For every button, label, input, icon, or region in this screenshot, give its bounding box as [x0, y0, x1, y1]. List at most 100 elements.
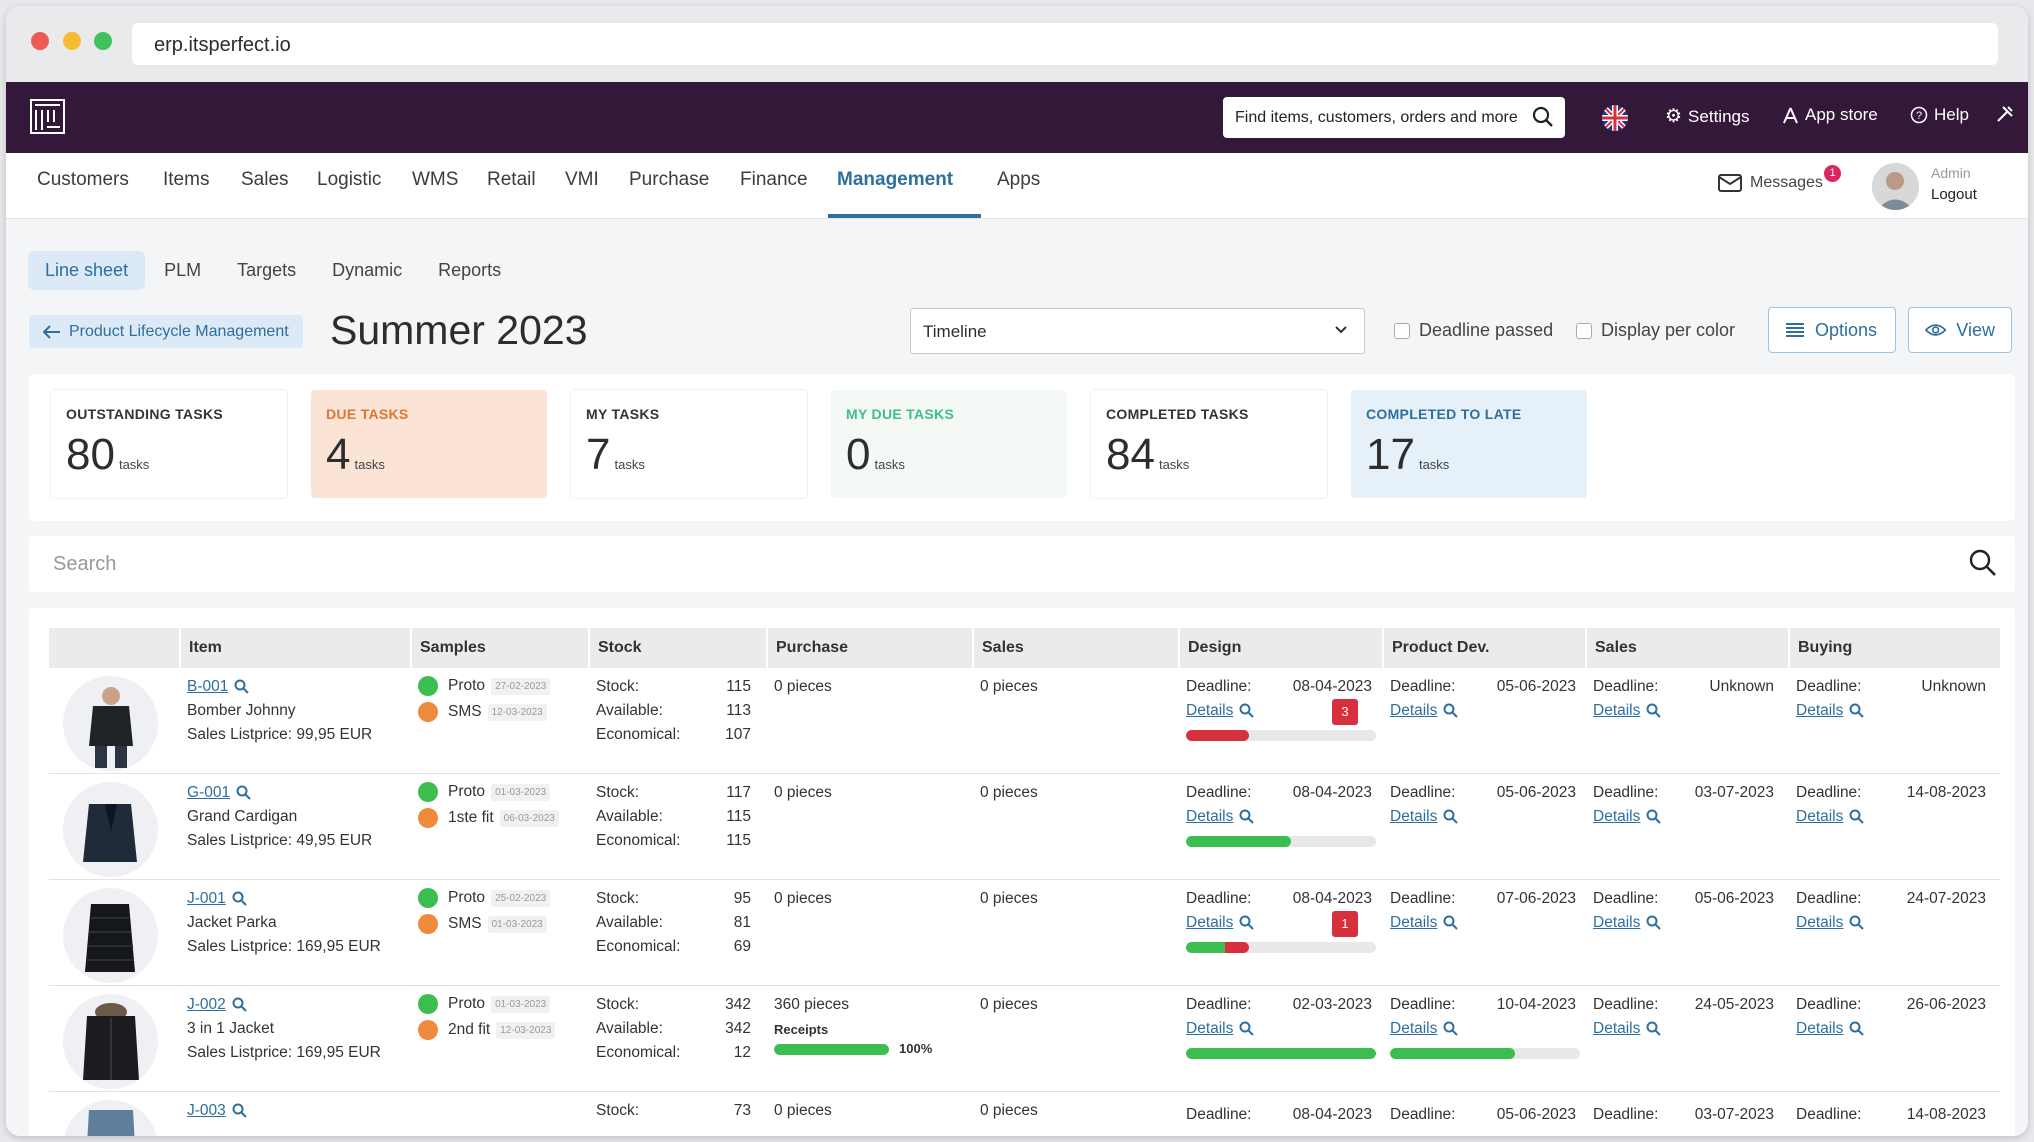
- search-icon[interactable]: [1646, 703, 1662, 719]
- address-bar[interactable]: erp.itsperfect.io: [132, 23, 1998, 65]
- messages-button[interactable]: Messages 1: [1718, 165, 1841, 193]
- search-icon[interactable]: [1443, 915, 1459, 931]
- nav-finance[interactable]: Finance: [740, 169, 808, 190]
- details-link[interactable]: Details: [1593, 702, 1641, 719]
- subtab-line-sheet[interactable]: Line sheet: [28, 251, 146, 290]
- minimize-window-button[interactable]: [63, 32, 81, 50]
- col-item[interactable]: Item: [179, 628, 410, 668]
- details-link[interactable]: Details: [1186, 808, 1234, 825]
- search-icon[interactable]: [1239, 915, 1255, 931]
- tools-icon[interactable]: [1996, 105, 2014, 123]
- details-link[interactable]: Details: [1796, 808, 1844, 825]
- help-link[interactable]: ? Help: [1910, 105, 1969, 125]
- item-code-link[interactable]: G-001: [187, 784, 231, 801]
- search-icon[interactable]: [236, 785, 251, 801]
- app-logo[interactable]: [30, 99, 65, 134]
- details-link[interactable]: Details: [1796, 702, 1844, 719]
- nav-sales[interactable]: Sales: [241, 169, 289, 190]
- nav-management[interactable]: Management: [837, 169, 954, 190]
- table-row[interactable]: J-003 Stock: 73 0 pieces 0 pieces Deadli…: [49, 1092, 2000, 1136]
- item-code-link[interactable]: J-003: [187, 1102, 226, 1119]
- logout-link[interactable]: Logout: [1931, 186, 1977, 203]
- subtab-reports[interactable]: Reports: [438, 260, 502, 280]
- search-icon[interactable]: [1646, 1021, 1662, 1037]
- display-per-color-checkbox[interactable]: Display per color: [1576, 320, 1735, 341]
- kpi-due-tasks[interactable]: DUE TASKS 4 tasks: [311, 390, 547, 498]
- settings-link[interactable]: ⚙ Settings: [1665, 105, 1749, 128]
- details-link[interactable]: Details: [1796, 1020, 1844, 1037]
- search-icon[interactable]: [1849, 703, 1865, 719]
- col-buying[interactable]: Buying: [1788, 628, 2000, 668]
- kpi-completed-tasks[interactable]: COMPLETED TASKS 84 tasks: [1091, 390, 1327, 498]
- details-link[interactable]: Details: [1593, 1020, 1641, 1037]
- search-input[interactable]: [29, 536, 1929, 592]
- details-link[interactable]: Details: [1593, 808, 1641, 825]
- search-icon[interactable]: [234, 679, 250, 695]
- search-icon[interactable]: [1646, 915, 1662, 931]
- table-row[interactable]: J-001 Jacket Parka Sales Listprice: 169,…: [49, 880, 2000, 986]
- view-button[interactable]: View: [1908, 307, 2012, 353]
- details-link[interactable]: Details: [1390, 1020, 1438, 1037]
- col-sales[interactable]: Sales: [972, 628, 1178, 668]
- kpi-completed-to-late[interactable]: COMPLETED TO LATE 17 tasks: [1351, 390, 1587, 498]
- nav-retail[interactable]: Retail: [487, 169, 536, 190]
- details-link[interactable]: Details: [1186, 702, 1234, 719]
- nav-customers[interactable]: Customers: [37, 169, 129, 190]
- search-icon[interactable]: [1443, 1021, 1459, 1037]
- close-window-button[interactable]: [31, 32, 49, 50]
- details-link[interactable]: Details: [1796, 914, 1844, 931]
- table-row[interactable]: B-001 Bomber Johnny Sales Listprice: 99,…: [49, 668, 2000, 774]
- subtab-targets[interactable]: Targets: [237, 260, 297, 280]
- nav-purchase[interactable]: Purchase: [629, 169, 710, 190]
- search-icon[interactable]: [1239, 703, 1255, 719]
- search-icon[interactable]: [1849, 915, 1865, 931]
- nav-items[interactable]: Items: [163, 169, 210, 190]
- global-search[interactable]: Find items, customers, orders and more: [1223, 97, 1565, 138]
- details-link[interactable]: Details: [1390, 808, 1438, 825]
- view-mode-select[interactable]: Timeline: [910, 308, 1365, 354]
- table-row[interactable]: J-002 3 in 1 Jacket Sales Listprice: 169…: [49, 986, 2000, 1092]
- item-code-link[interactable]: J-002: [187, 996, 226, 1013]
- col-product-dev[interactable]: Product Dev.: [1382, 628, 1585, 668]
- search-icon[interactable]: [1969, 549, 1997, 577]
- checkbox-box[interactable]: [1394, 322, 1410, 339]
- subtab-dynamic[interactable]: Dynamic: [332, 260, 403, 280]
- options-button[interactable]: Options: [1768, 307, 1896, 353]
- nav-vmi[interactable]: VMI: [565, 169, 599, 190]
- back-button[interactable]: Product Lifecycle Management: [29, 315, 303, 348]
- search-icon[interactable]: [232, 891, 247, 907]
- checkbox-box[interactable]: [1576, 322, 1592, 339]
- search-icon[interactable]: [1646, 809, 1662, 825]
- nav-apps[interactable]: Apps: [997, 169, 1041, 190]
- maximize-window-button[interactable]: [94, 32, 112, 50]
- kpi-my-due-tasks[interactable]: MY DUE TASKS 0 tasks: [831, 390, 1067, 498]
- search-icon[interactable]: [232, 1103, 247, 1119]
- table-row[interactable]: G-001 Grand Cardigan Sales Listprice: 49…: [49, 774, 2000, 880]
- search-icon[interactable]: [1443, 809, 1459, 825]
- col-stock[interactable]: Stock: [588, 628, 766, 668]
- item-code-link[interactable]: B-001: [187, 678, 229, 695]
- subtab-plm[interactable]: PLM: [164, 260, 202, 280]
- details-link[interactable]: Details: [1186, 914, 1234, 931]
- item-code-link[interactable]: J-001: [187, 890, 226, 907]
- search-icon[interactable]: [232, 997, 247, 1013]
- app-store-link[interactable]: App store: [1782, 105, 1878, 125]
- search-icon[interactable]: [1239, 1021, 1255, 1037]
- col-sales-task[interactable]: Sales: [1585, 628, 1788, 668]
- col-purchase[interactable]: Purchase: [766, 628, 972, 668]
- details-link[interactable]: Details: [1186, 1020, 1234, 1037]
- kpi-my-tasks[interactable]: MY TASKS 7 tasks: [571, 390, 807, 498]
- col-design[interactable]: Design: [1178, 628, 1382, 668]
- search-icon[interactable]: [1849, 809, 1865, 825]
- search-icon[interactable]: [1443, 703, 1459, 719]
- details-link[interactable]: Details: [1390, 702, 1438, 719]
- search-icon[interactable]: [1849, 1021, 1865, 1037]
- nav-logistic[interactable]: Logistic: [317, 169, 382, 190]
- search-icon[interactable]: [1239, 809, 1255, 825]
- col-samples[interactable]: Samples: [410, 628, 588, 668]
- nav-wms[interactable]: WMS: [412, 169, 459, 190]
- details-link[interactable]: Details: [1390, 914, 1438, 931]
- details-link[interactable]: Details: [1593, 914, 1641, 931]
- deadline-passed-checkbox[interactable]: Deadline passed: [1394, 320, 1553, 341]
- kpi-outstanding-tasks[interactable]: OUTSTANDING TASKS 80 tasks: [51, 390, 287, 498]
